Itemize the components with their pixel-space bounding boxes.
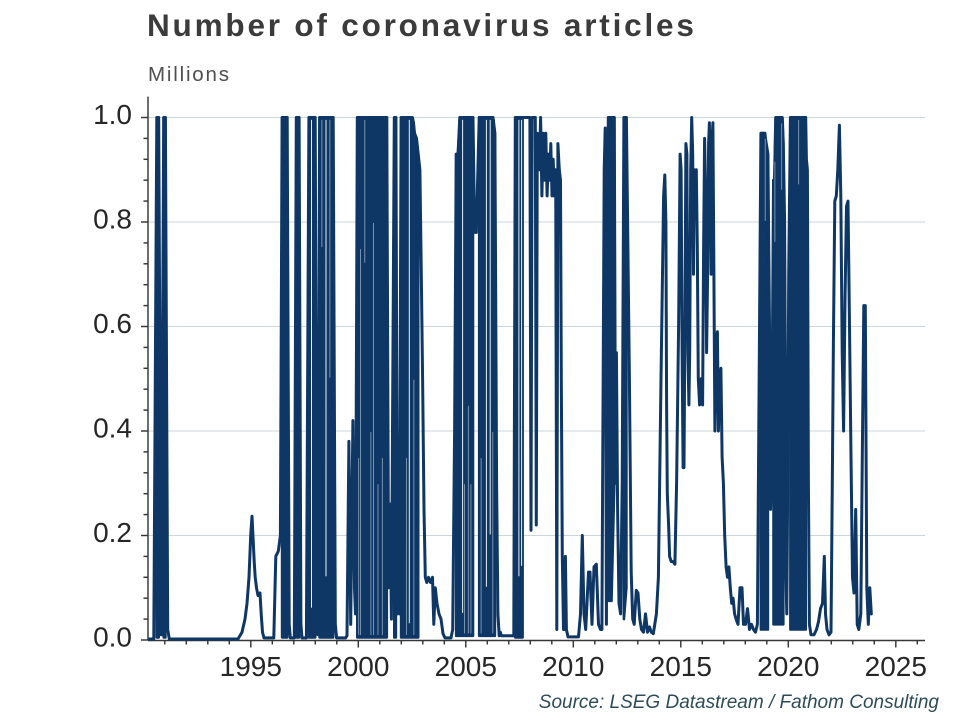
svg-text:0.6: 0.6 [93, 308, 132, 339]
svg-text:Source: LSEG Datastream / Fath: Source: LSEG Datastream / Fathom Consult… [539, 692, 940, 713]
svg-text:2015: 2015 [650, 651, 712, 682]
svg-text:0.8: 0.8 [93, 204, 132, 235]
svg-text:2010: 2010 [542, 651, 604, 682]
svg-text:Millions: Millions [148, 63, 231, 86]
svg-text:2020: 2020 [757, 651, 819, 682]
svg-text:0.0: 0.0 [93, 622, 132, 653]
svg-text:2025: 2025 [865, 651, 927, 682]
svg-text:1.0: 1.0 [93, 99, 132, 130]
svg-text:2000: 2000 [327, 651, 389, 682]
svg-text:1995: 1995 [220, 651, 282, 682]
svg-text:0.2: 0.2 [93, 517, 132, 548]
svg-text:Number of coronavirus articles: Number of coronavirus articles [147, 7, 697, 43]
svg-text:0.4: 0.4 [93, 413, 132, 444]
svg-text:2005: 2005 [435, 651, 497, 682]
